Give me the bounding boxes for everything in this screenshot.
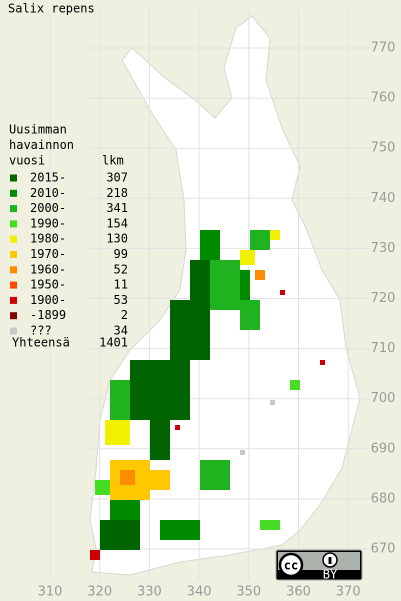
y-label: 750 bbox=[371, 141, 396, 156]
legend-count-header: lkm bbox=[102, 154, 124, 168]
legend-header: vuosi bbox=[9, 154, 45, 168]
x-label: 350 bbox=[236, 585, 261, 600]
x-label: 370 bbox=[336, 585, 361, 600]
y-label: 720 bbox=[371, 291, 396, 306]
legend-swatch bbox=[10, 174, 17, 182]
legend-label: 1990- bbox=[30, 216, 66, 230]
legend-header: Uusimman bbox=[9, 123, 67, 137]
legend-count: 34 bbox=[114, 324, 128, 338]
legend-label: 2015- bbox=[30, 171, 66, 185]
legend-swatch bbox=[10, 205, 17, 213]
by-icon-body bbox=[328, 557, 332, 564]
legend-count: 11 bbox=[114, 278, 128, 292]
y-label: 670 bbox=[371, 542, 396, 557]
y-label: 740 bbox=[371, 191, 396, 206]
y-label: 730 bbox=[371, 241, 396, 256]
legend-swatch bbox=[10, 327, 17, 335]
by-text: BY bbox=[323, 568, 338, 582]
cc-text: cc bbox=[284, 559, 298, 573]
legend-header: havainnon bbox=[9, 138, 74, 152]
x-label: 310 bbox=[38, 585, 63, 600]
cc-circle bbox=[278, 552, 304, 578]
y-label: 710 bbox=[371, 341, 396, 356]
legend-count: 341 bbox=[106, 201, 128, 215]
legend-label: 1970- bbox=[30, 247, 66, 261]
map-title: Salix repens bbox=[8, 2, 95, 16]
y-label: 690 bbox=[371, 441, 396, 456]
license-badge: cc BY bbox=[275, 549, 363, 582]
legend-label: ??? bbox=[30, 324, 52, 338]
legend-swatch bbox=[10, 189, 17, 197]
legend-count: 130 bbox=[106, 232, 128, 246]
legend-label: 2010- bbox=[30, 186, 66, 200]
legend-count: 154 bbox=[106, 216, 128, 230]
legend-label: 2000- bbox=[30, 201, 66, 215]
legend-count: 52 bbox=[114, 262, 128, 276]
observation-squares bbox=[90, 230, 325, 560]
y-label: 700 bbox=[371, 391, 396, 406]
legend-label: 1950- bbox=[30, 278, 66, 292]
legend-swatch bbox=[10, 235, 17, 243]
y-label: 770 bbox=[371, 41, 396, 56]
grid-labels: 310 320 330 340 350 360 370 670 680 690 700 710 720 7… bbox=[38, 41, 396, 600]
y-label: 760 bbox=[371, 91, 396, 106]
total-count: 1401 bbox=[99, 336, 128, 350]
legend-swatch bbox=[10, 281, 17, 289]
x-label: 320 bbox=[87, 585, 112, 600]
total-label: Yhteensä bbox=[12, 336, 70, 350]
legend-count: 99 bbox=[114, 247, 128, 261]
x-label: 330 bbox=[137, 585, 162, 600]
legend-count: 53 bbox=[114, 293, 128, 307]
legend-swatch bbox=[10, 220, 17, 228]
legend-label: 1900- bbox=[30, 293, 66, 307]
legend-count: 218 bbox=[106, 186, 128, 200]
legend-swatch bbox=[10, 312, 17, 320]
legend-swatch bbox=[10, 296, 17, 304]
x-label: 360 bbox=[286, 585, 311, 600]
legend-label: 1980- bbox=[30, 232, 66, 246]
legend-label: -1899 bbox=[30, 308, 66, 322]
y-label: 680 bbox=[371, 491, 396, 506]
legend-swatch bbox=[10, 251, 17, 258]
legend-count: 2 bbox=[121, 308, 128, 322]
legend-swatch bbox=[10, 266, 17, 274]
legend-label: 1960- bbox=[30, 262, 66, 276]
legend-count: 307 bbox=[106, 171, 128, 185]
x-label: 340 bbox=[187, 585, 212, 600]
